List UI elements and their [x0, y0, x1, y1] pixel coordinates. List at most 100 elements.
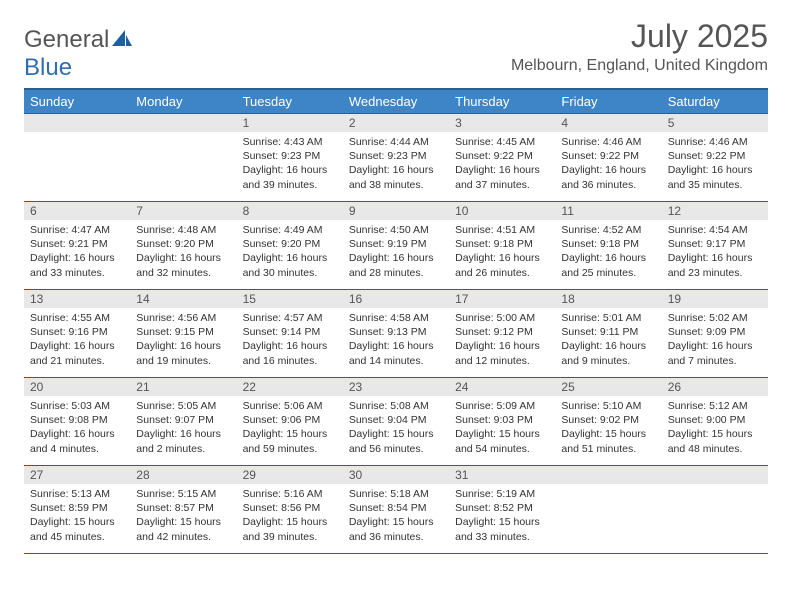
calendar-day-cell: 20Sunrise: 5:03 AMSunset: 9:08 PMDayligh…	[24, 378, 130, 466]
day-content: Sunrise: 4:56 AMSunset: 9:15 PMDaylight:…	[130, 308, 236, 372]
day-content: Sunrise: 4:57 AMSunset: 9:14 PMDaylight:…	[237, 308, 343, 372]
day-content: Sunrise: 4:58 AMSunset: 9:13 PMDaylight:…	[343, 308, 449, 372]
day-number: 4	[555, 114, 661, 132]
day-number: 21	[130, 378, 236, 396]
day-content: Sunrise: 4:46 AMSunset: 9:22 PMDaylight:…	[662, 132, 768, 196]
day-number: 16	[343, 290, 449, 308]
day-number-empty	[555, 466, 661, 484]
day-number: 10	[449, 202, 555, 220]
day-content: Sunrise: 5:16 AMSunset: 8:56 PMDaylight:…	[237, 484, 343, 548]
weekday-header: Thursday	[449, 89, 555, 114]
day-number: 29	[237, 466, 343, 484]
day-content: Sunrise: 5:19 AMSunset: 8:52 PMDaylight:…	[449, 484, 555, 548]
day-number: 18	[555, 290, 661, 308]
calendar-day-cell	[130, 114, 236, 202]
calendar-day-cell: 5Sunrise: 4:46 AMSunset: 9:22 PMDaylight…	[662, 114, 768, 202]
day-number: 27	[24, 466, 130, 484]
day-content: Sunrise: 5:13 AMSunset: 8:59 PMDaylight:…	[24, 484, 130, 548]
day-number: 30	[343, 466, 449, 484]
day-number: 11	[555, 202, 661, 220]
day-content: Sunrise: 5:03 AMSunset: 9:08 PMDaylight:…	[24, 396, 130, 460]
calendar-day-cell: 21Sunrise: 5:05 AMSunset: 9:07 PMDayligh…	[130, 378, 236, 466]
calendar-day-cell: 23Sunrise: 5:08 AMSunset: 9:04 PMDayligh…	[343, 378, 449, 466]
calendar-day-cell: 28Sunrise: 5:15 AMSunset: 8:57 PMDayligh…	[130, 466, 236, 554]
day-content: Sunrise: 5:01 AMSunset: 9:11 PMDaylight:…	[555, 308, 661, 372]
day-number-empty	[662, 466, 768, 484]
calendar-week-row: 1Sunrise: 4:43 AMSunset: 9:23 PMDaylight…	[24, 114, 768, 202]
day-number: 23	[343, 378, 449, 396]
day-number: 20	[24, 378, 130, 396]
day-number: 14	[130, 290, 236, 308]
day-number: 2	[343, 114, 449, 132]
day-content: Sunrise: 4:46 AMSunset: 9:22 PMDaylight:…	[555, 132, 661, 196]
calendar-day-cell: 8Sunrise: 4:49 AMSunset: 9:20 PMDaylight…	[237, 202, 343, 290]
day-content: Sunrise: 5:09 AMSunset: 9:03 PMDaylight:…	[449, 396, 555, 460]
calendar-day-cell: 30Sunrise: 5:18 AMSunset: 8:54 PMDayligh…	[343, 466, 449, 554]
day-content: Sunrise: 4:51 AMSunset: 9:18 PMDaylight:…	[449, 220, 555, 284]
day-content: Sunrise: 5:02 AMSunset: 9:09 PMDaylight:…	[662, 308, 768, 372]
calendar-day-cell: 1Sunrise: 4:43 AMSunset: 9:23 PMDaylight…	[237, 114, 343, 202]
header: General Blue July 2025 Melbourn, England…	[24, 18, 768, 82]
calendar-day-cell: 3Sunrise: 4:45 AMSunset: 9:22 PMDaylight…	[449, 114, 555, 202]
calendar-day-cell: 13Sunrise: 4:55 AMSunset: 9:16 PMDayligh…	[24, 290, 130, 378]
weekday-header: Wednesday	[343, 89, 449, 114]
calendar-body: 1Sunrise: 4:43 AMSunset: 9:23 PMDaylight…	[24, 114, 768, 554]
weekday-header: Friday	[555, 89, 661, 114]
calendar-day-cell: 18Sunrise: 5:01 AMSunset: 9:11 PMDayligh…	[555, 290, 661, 378]
calendar-week-row: 6Sunrise: 4:47 AMSunset: 9:21 PMDaylight…	[24, 202, 768, 290]
calendar-day-cell: 10Sunrise: 4:51 AMSunset: 9:18 PMDayligh…	[449, 202, 555, 290]
calendar-day-cell	[662, 466, 768, 554]
day-number: 9	[343, 202, 449, 220]
day-number: 15	[237, 290, 343, 308]
calendar-week-row: 27Sunrise: 5:13 AMSunset: 8:59 PMDayligh…	[24, 466, 768, 554]
logo-text: General Blue	[24, 26, 133, 82]
title-block: July 2025 Melbourn, England, United King…	[511, 18, 768, 75]
calendar-day-cell: 19Sunrise: 5:02 AMSunset: 9:09 PMDayligh…	[662, 290, 768, 378]
calendar-day-cell: 11Sunrise: 4:52 AMSunset: 9:18 PMDayligh…	[555, 202, 661, 290]
weekday-header: Sunday	[24, 89, 130, 114]
day-content: Sunrise: 4:49 AMSunset: 9:20 PMDaylight:…	[237, 220, 343, 284]
calendar-day-cell: 26Sunrise: 5:12 AMSunset: 9:00 PMDayligh…	[662, 378, 768, 466]
day-number: 22	[237, 378, 343, 396]
calendar-day-cell: 2Sunrise: 4:44 AMSunset: 9:23 PMDaylight…	[343, 114, 449, 202]
day-content: Sunrise: 4:43 AMSunset: 9:23 PMDaylight:…	[237, 132, 343, 196]
day-number: 24	[449, 378, 555, 396]
calendar-day-cell: 27Sunrise: 5:13 AMSunset: 8:59 PMDayligh…	[24, 466, 130, 554]
calendar-day-cell: 7Sunrise: 4:48 AMSunset: 9:20 PMDaylight…	[130, 202, 236, 290]
day-number-empty	[24, 114, 130, 132]
day-content: Sunrise: 4:55 AMSunset: 9:16 PMDaylight:…	[24, 308, 130, 372]
day-number: 6	[24, 202, 130, 220]
calendar-day-cell: 15Sunrise: 4:57 AMSunset: 9:14 PMDayligh…	[237, 290, 343, 378]
calendar-day-cell	[555, 466, 661, 554]
calendar-day-cell: 25Sunrise: 5:10 AMSunset: 9:02 PMDayligh…	[555, 378, 661, 466]
calendar-table: SundayMondayTuesdayWednesdayThursdayFrid…	[24, 88, 768, 554]
month-title: July 2025	[511, 18, 768, 55]
day-content: Sunrise: 5:08 AMSunset: 9:04 PMDaylight:…	[343, 396, 449, 460]
calendar-week-row: 20Sunrise: 5:03 AMSunset: 9:08 PMDayligh…	[24, 378, 768, 466]
calendar-day-cell: 29Sunrise: 5:16 AMSunset: 8:56 PMDayligh…	[237, 466, 343, 554]
day-content: Sunrise: 5:06 AMSunset: 9:06 PMDaylight:…	[237, 396, 343, 460]
day-number: 1	[237, 114, 343, 132]
day-content: Sunrise: 4:47 AMSunset: 9:21 PMDaylight:…	[24, 220, 130, 284]
day-number-empty	[130, 114, 236, 132]
day-content: Sunrise: 5:12 AMSunset: 9:00 PMDaylight:…	[662, 396, 768, 460]
day-number: 5	[662, 114, 768, 132]
day-content: Sunrise: 5:10 AMSunset: 9:02 PMDaylight:…	[555, 396, 661, 460]
day-number: 8	[237, 202, 343, 220]
weekday-header: Monday	[130, 89, 236, 114]
weekday-header: Tuesday	[237, 89, 343, 114]
day-number: 17	[449, 290, 555, 308]
calendar-day-cell: 16Sunrise: 4:58 AMSunset: 9:13 PMDayligh…	[343, 290, 449, 378]
calendar-day-cell: 6Sunrise: 4:47 AMSunset: 9:21 PMDaylight…	[24, 202, 130, 290]
day-content: Sunrise: 4:52 AMSunset: 9:18 PMDaylight:…	[555, 220, 661, 284]
location-text: Melbourn, England, United Kingdom	[511, 57, 768, 75]
day-number: 19	[662, 290, 768, 308]
day-content: Sunrise: 4:54 AMSunset: 9:17 PMDaylight:…	[662, 220, 768, 284]
calendar-day-cell: 4Sunrise: 4:46 AMSunset: 9:22 PMDaylight…	[555, 114, 661, 202]
day-number: 7	[130, 202, 236, 220]
day-number: 28	[130, 466, 236, 484]
day-number: 12	[662, 202, 768, 220]
day-content: Sunrise: 4:48 AMSunset: 9:20 PMDaylight:…	[130, 220, 236, 284]
day-number: 26	[662, 378, 768, 396]
day-content: Sunrise: 4:50 AMSunset: 9:19 PMDaylight:…	[343, 220, 449, 284]
